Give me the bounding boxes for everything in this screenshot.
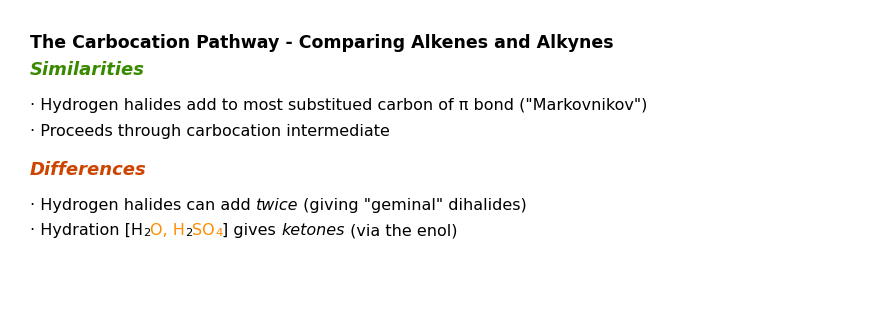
Text: · Proceeds through carbocation intermediate: · Proceeds through carbocation intermedi… — [30, 124, 390, 139]
Text: · Hydration [H: · Hydration [H — [30, 223, 143, 238]
Text: The Carbocation Pathway - Comparing Alkenes and Alkynes: The Carbocation Pathway - Comparing Alke… — [30, 34, 614, 52]
Text: SO: SO — [192, 223, 215, 238]
Text: ketones: ketones — [281, 223, 344, 238]
Text: O, H: O, H — [150, 223, 185, 238]
Text: 2: 2 — [185, 228, 192, 238]
Text: (giving "geminal" dihalides): (giving "geminal" dihalides) — [298, 198, 527, 213]
Text: 4: 4 — [215, 228, 222, 238]
Text: ] gives: ] gives — [222, 223, 281, 238]
Text: · Hydrogen halides can add: · Hydrogen halides can add — [30, 198, 256, 213]
Text: · Hydrogen halides add to most substitued carbon of π bond ("Markovnikov"): · Hydrogen halides add to most substitue… — [30, 98, 648, 113]
Text: Similarities: Similarities — [30, 61, 145, 79]
Text: twice: twice — [256, 198, 298, 213]
Text: 2: 2 — [143, 228, 150, 238]
Text: (via the enol): (via the enol) — [344, 223, 457, 238]
Text: Differences: Differences — [30, 161, 147, 179]
